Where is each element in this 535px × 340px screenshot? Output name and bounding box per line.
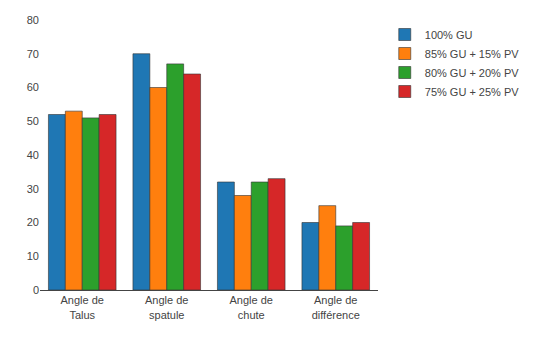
svg-text:20: 20 — [27, 216, 39, 228]
svg-text:100% GU: 100% GU — [425, 29, 473, 41]
svg-text:Angle dechute: Angle dechute — [230, 294, 273, 320]
svg-text:Angle despatule: Angle despatule — [145, 294, 188, 320]
svg-text:0: 0 — [33, 284, 39, 296]
svg-text:80: 80 — [27, 14, 39, 26]
svg-text:50: 50 — [27, 115, 39, 127]
svg-text:70: 70 — [27, 48, 39, 60]
svg-text:80% GU + 20% PV: 80% GU + 20% PV — [425, 67, 520, 79]
svg-text:60: 60 — [27, 81, 39, 93]
svg-text:30: 30 — [27, 183, 39, 195]
svg-text:10: 10 — [27, 250, 39, 262]
svg-text:75% GU + 25% PV: 75% GU + 25% PV — [425, 86, 520, 98]
svg-text:Angle deTalus: Angle deTalus — [61, 294, 104, 320]
svg-text:40: 40 — [27, 149, 39, 161]
svg-text:85% GU + 15% PV: 85% GU + 15% PV — [425, 48, 520, 60]
svg-text:Angle dedifférence: Angle dedifférence — [312, 294, 360, 320]
